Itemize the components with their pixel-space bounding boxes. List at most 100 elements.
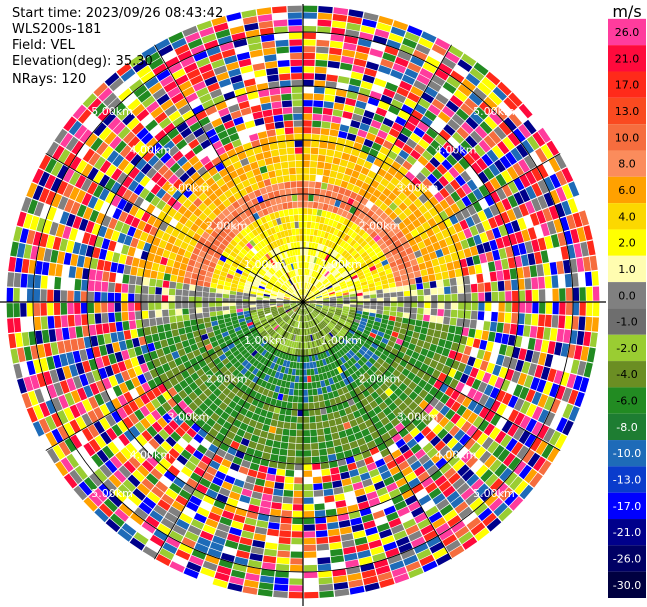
- gate-cell: [286, 374, 292, 382]
- gate-cell: [141, 132, 154, 145]
- gate-cell: [432, 241, 441, 251]
- gate-cell: [393, 207, 403, 216]
- gate-cell: [77, 337, 86, 350]
- gate-cell: [333, 244, 340, 251]
- gate-cell: [181, 370, 190, 379]
- gate-cell: [350, 517, 363, 526]
- gate-cell: [518, 302, 526, 313]
- gate-cell: [141, 460, 154, 473]
- gate-cell: [313, 310, 319, 316]
- gate-cell: [418, 333, 427, 341]
- gate-cell: [230, 440, 240, 450]
- gate-cell: [180, 127, 192, 139]
- gate-cell: [81, 413, 93, 427]
- gate-cell: [361, 116, 373, 126]
- gate-cell: [352, 242, 360, 250]
- gate-cell: [191, 549, 207, 560]
- gate-cell: [241, 459, 251, 469]
- gate-cell: [172, 116, 185, 128]
- gate-cell: [307, 201, 314, 208]
- gate-cell: [281, 510, 292, 518]
- gate-cell: [23, 376, 34, 392]
- gate-cell: [327, 287, 334, 291]
- gate-cell: [251, 349, 258, 357]
- gate-cell: [248, 231, 256, 240]
- gate-cell: [375, 313, 383, 319]
- gate-cell: [178, 389, 188, 400]
- gate-cell: [371, 415, 380, 424]
- gate-cell: [274, 272, 281, 279]
- gate-cell: [336, 305, 343, 309]
- gate-cell: [199, 530, 214, 541]
- gate-cell: [308, 194, 314, 202]
- gate-cell: [433, 379, 443, 390]
- gate-cell: [361, 182, 370, 191]
- gate-cell: [324, 495, 335, 503]
- gate-cell: [426, 366, 435, 376]
- gate-cell: [450, 191, 461, 203]
- gate-cell: [350, 71, 364, 81]
- gate-cell: [391, 265, 399, 273]
- gate-cell: [464, 310, 471, 319]
- gate-cell: [225, 258, 233, 266]
- gate-cell: [310, 286, 316, 292]
- gate-cell: [489, 204, 500, 217]
- gate-cell: [300, 315, 302, 322]
- gate-cell: [435, 553, 452, 566]
- gate-cell: [197, 274, 206, 281]
- gate-cell: [251, 456, 262, 465]
- gate-cell: [52, 444, 66, 460]
- gate-cell: [284, 216, 290, 223]
- gate-cell: [453, 89, 468, 102]
- gate-cell: [196, 444, 208, 455]
- gate-cell: [294, 314, 298, 320]
- gate-cell: [291, 524, 303, 531]
- gate-cell: [120, 68, 136, 82]
- gate-cell: [539, 302, 546, 314]
- gate-cell: [317, 353, 322, 360]
- gate-cell: [151, 486, 165, 499]
- gate-cell: [273, 314, 280, 319]
- gate-cell: [276, 232, 282, 239]
- gate-cell: [226, 204, 236, 213]
- gate-cell: [308, 396, 314, 403]
- gate-cell: [328, 290, 335, 294]
- gate-cell: [303, 187, 309, 195]
- gate-cell: [336, 402, 344, 411]
- gate-cell: [317, 251, 322, 258]
- gate-cell: [276, 305, 284, 308]
- gate-cell: [423, 530, 438, 542]
- gate-cell: [363, 302, 370, 306]
- gate-cell: [358, 375, 367, 384]
- gate-cell: [369, 312, 376, 317]
- gate-cell: [49, 369, 60, 384]
- gate-cell: [285, 281, 291, 287]
- gate-cell: [435, 323, 443, 331]
- gate-cell: [423, 308, 431, 315]
- gate-cell: [401, 340, 410, 348]
- gate-cell: [445, 195, 455, 206]
- gate-cell: [415, 172, 427, 183]
- gate-cell: [257, 513, 270, 522]
- gate-cell: [322, 253, 328, 260]
- gate-cell: [312, 278, 317, 285]
- gate-cell: [365, 394, 375, 404]
- gate-cell: [369, 230, 378, 239]
- gate-cell: [358, 220, 366, 229]
- gate-cell: [318, 284, 324, 290]
- gate-cell: [439, 383, 449, 393]
- gate-cell: [130, 438, 143, 451]
- gate-cell: [208, 111, 220, 122]
- gate-cell: [463, 318, 471, 328]
- gate-cell: [233, 339, 241, 346]
- gate-cell: [362, 380, 371, 389]
- gate-cell: [263, 333, 270, 340]
- gate-cell: [303, 396, 309, 403]
- gate-cell: [62, 365, 72, 379]
- gate-cell: [326, 255, 332, 263]
- gate-cell: [153, 376, 163, 387]
- gate-cell: [160, 441, 172, 452]
- gate-cell: [125, 73, 140, 87]
- gate-cell: [525, 170, 537, 185]
- gate-cell: [531, 314, 539, 326]
